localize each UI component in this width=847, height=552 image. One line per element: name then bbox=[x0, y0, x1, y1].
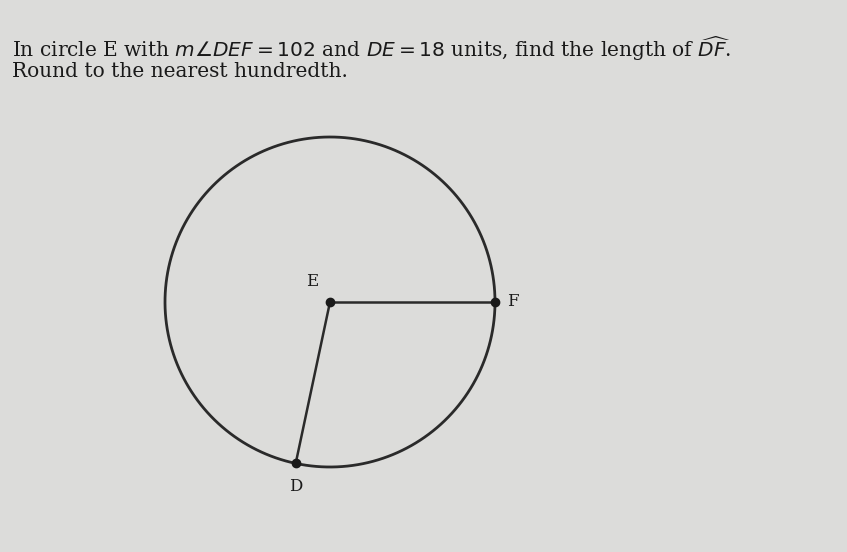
Text: E: E bbox=[306, 273, 318, 290]
Text: D: D bbox=[289, 479, 302, 495]
Text: F: F bbox=[507, 294, 518, 310]
Text: In circle E with $m\angle DEF = 102$ and $DE = 18$ units, find the length of $\w: In circle E with $m\angle DEF = 102$ and… bbox=[12, 34, 731, 62]
Text: Round to the nearest hundredth.: Round to the nearest hundredth. bbox=[12, 62, 348, 81]
